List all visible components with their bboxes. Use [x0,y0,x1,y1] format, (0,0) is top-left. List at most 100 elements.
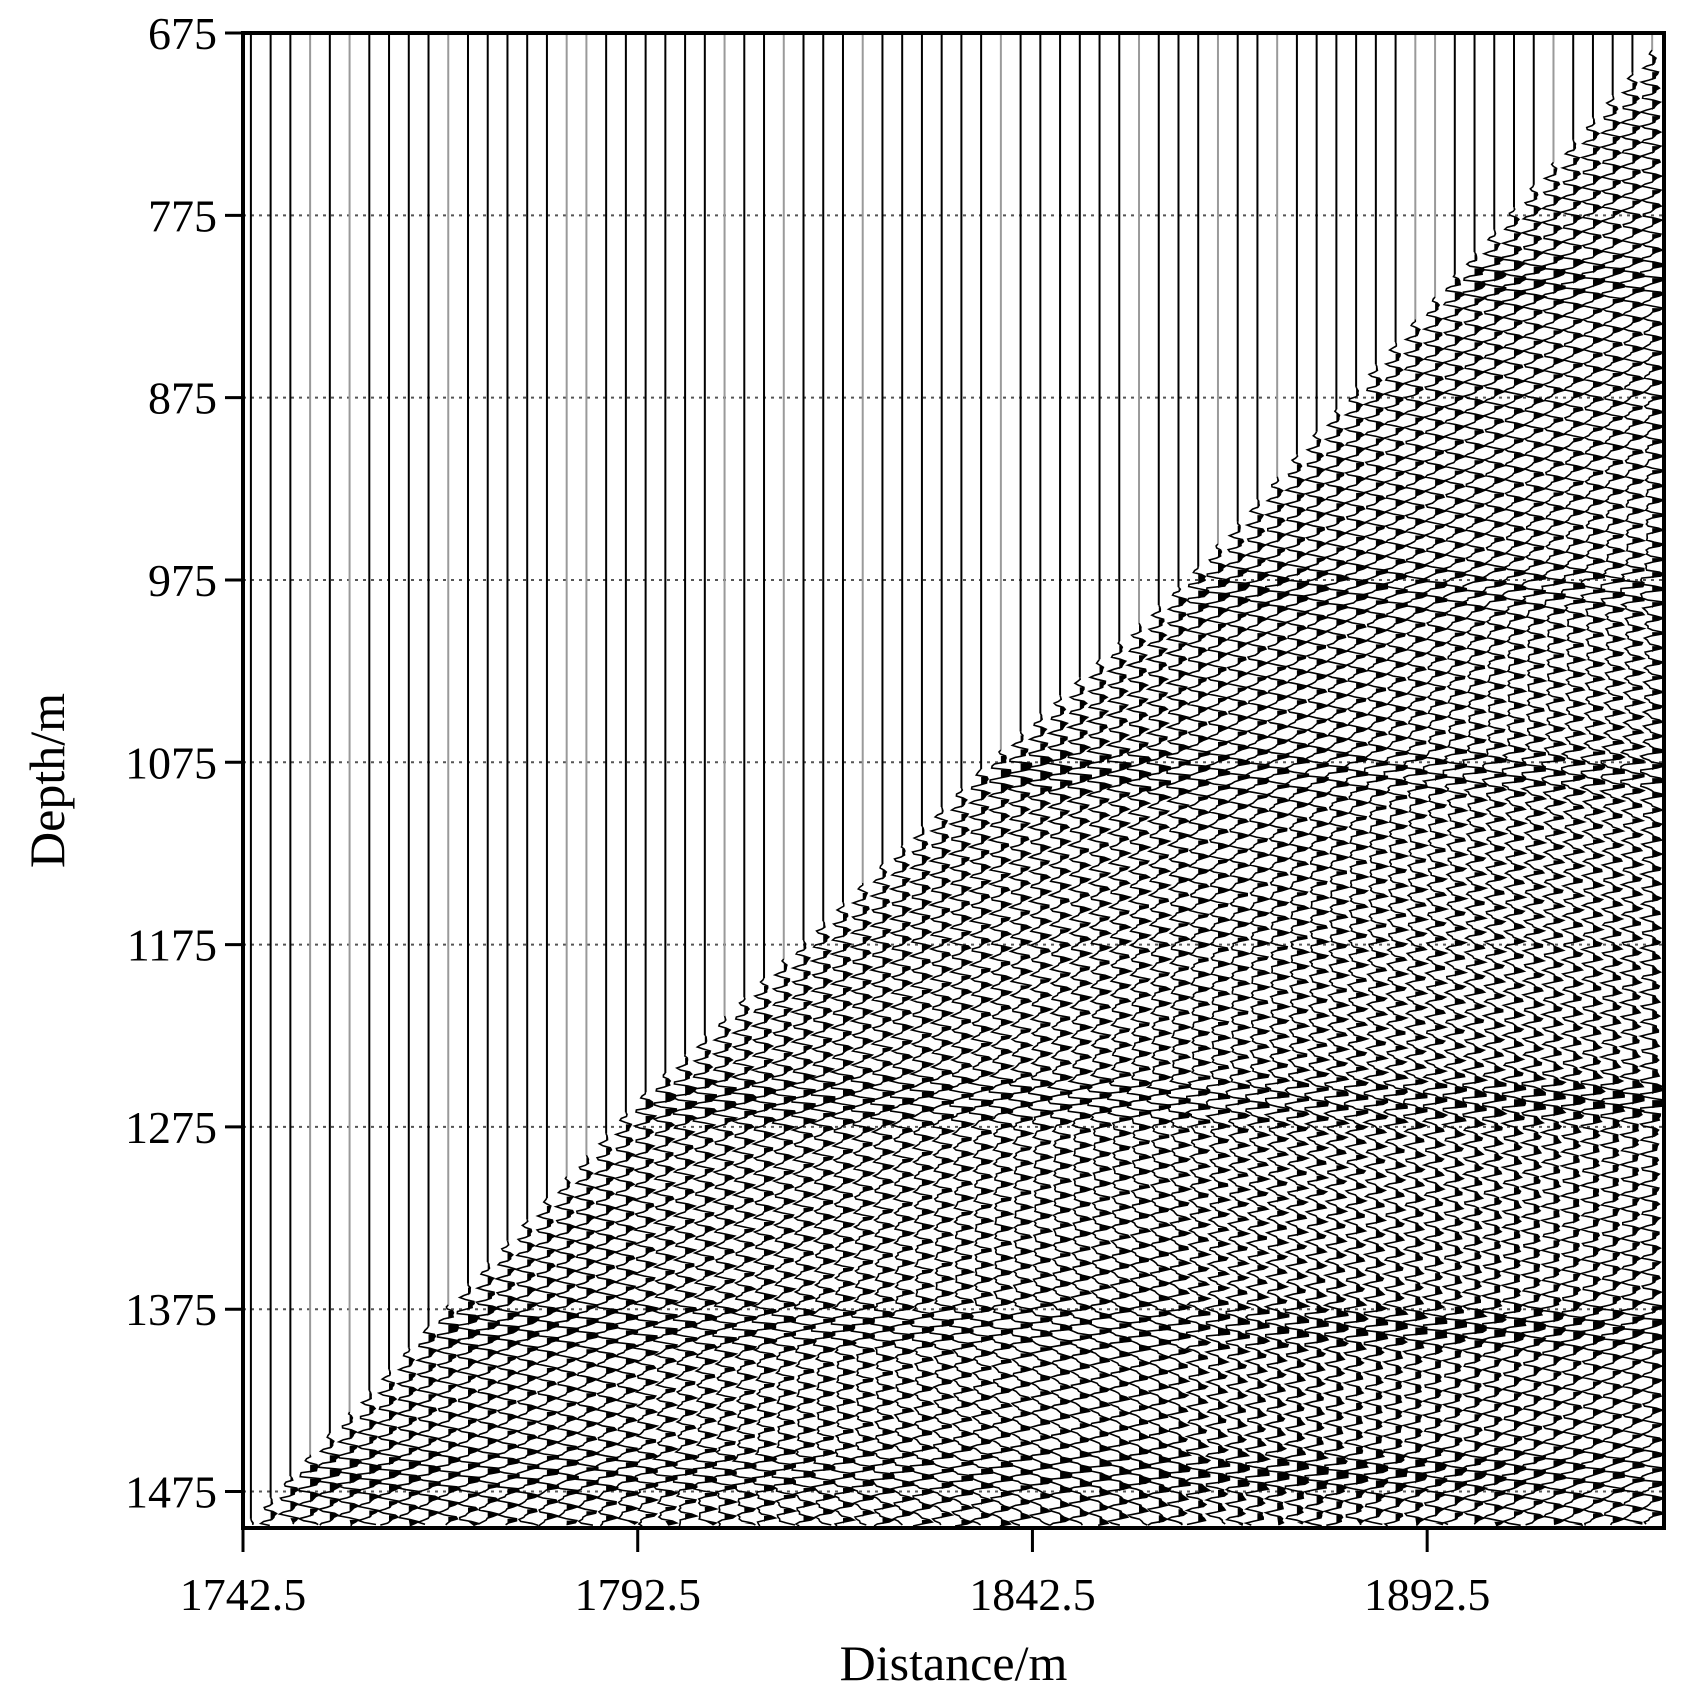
trace-54-lobe [1316,1131,1328,1138]
trace-35-lobe [941,1085,954,1091]
trace-14-wiggle [513,1219,541,1527]
trace-53-lobe [1296,684,1308,691]
trace-32-lobe [882,1150,894,1156]
trace-71-lobe [1652,366,1663,373]
trace-48-lobe [1198,1382,1208,1391]
trace-70-lobe [1632,406,1642,413]
trace-55-lobe [1336,989,1347,994]
trace-37-lobe [981,1381,993,1387]
trace-35-lobe [941,1217,953,1223]
trace-17-lobe [586,1259,596,1270]
trace-25-lobe [744,1507,755,1513]
trace-8-lobe [408,1349,410,1352]
trace-63-lobe [1494,521,1505,528]
trace-41-lobe [1060,721,1068,732]
trace-58-lobe [1395,1382,1402,1390]
trace-27-lobe [783,1111,796,1119]
trace-58-lobe [1395,344,1397,348]
trace-51-lobe [1257,1337,1269,1346]
trace-57-lobe [1375,952,1387,959]
trace-65-lobe [1533,1382,1542,1391]
trace-63-lobe [1494,699,1506,706]
trace-59-lobe [1415,859,1426,864]
trace-70-lobe [1632,200,1642,209]
trace-0-lobe [250,1520,254,1525]
trace-57-lobe [1375,526,1385,535]
trace-68-lobe [1593,353,1602,360]
trace-69-lobe [1612,519,1625,525]
trace-32-lobe [882,1430,894,1436]
trace-52-lobe [1277,504,1284,513]
trace-36-lobe [961,1240,973,1246]
trace-6-lobe [369,1436,377,1445]
trace-65-lobe [1533,456,1545,463]
trace-71-lobe [1652,1188,1659,1197]
y-tick-label-7: 1375 [125,1284,217,1335]
trace-45-lobe [1139,979,1150,984]
trace-33-lobe [902,1099,914,1105]
trace-38-lobe [1000,1418,1012,1424]
trace-37-lobe [981,807,989,815]
trace-46-lobe [1158,1119,1171,1126]
trace-41-lobe [1060,1253,1070,1258]
trace-63-lobe [1494,1167,1502,1176]
trace-59-lobe [1415,1151,1425,1160]
trace-62-lobe [1474,856,1485,863]
trace-63-lobe [1494,345,1503,354]
trace-31-lobe [862,1379,873,1383]
trace-65-lobe [1533,1190,1541,1199]
trace-68-lobe [1593,1175,1599,1184]
trace-50-lobe [1237,1187,1249,1194]
trace-46-lobe [1158,1031,1171,1038]
trace-54-lobe [1316,1043,1327,1048]
trace-53-lobe [1296,1344,1308,1355]
trace-67-lobe [1573,701,1585,708]
trace-15-lobe [546,1278,556,1288]
trace-34-lobe [921,828,924,836]
trace-70-lobe [1632,154,1641,165]
trace-46-lobe [1158,869,1170,876]
trace-46-lobe [1158,957,1171,964]
trace-47-lobe [1178,1377,1189,1386]
trace-50-lobe [1237,1201,1248,1208]
trace-62-lobe [1474,1178,1482,1187]
trace-62-lobe [1474,298,1486,307]
trace-58-lobe [1395,1220,1404,1228]
trace-58-lobe [1395,810,1407,816]
trace-62-lobe [1474,1502,1483,1511]
trace-31-lobe [862,1083,875,1091]
x-axis-title: Distance/m [840,1635,1068,1691]
trace-46-lobe [1158,765,1171,776]
trace-40-lobe [1040,1521,1050,1526]
trace-35-lobe [941,835,949,843]
trace-52-lobe [1277,694,1288,701]
trace-53-lobe [1296,1142,1308,1149]
trace-47-lobe [1178,1157,1190,1164]
trace-45-lobe [1139,639,1145,650]
trace-20-lobe [645,1204,654,1212]
trace-69-lobe [1612,871,1623,879]
trace-64-lobe [1514,409,1524,416]
trace-20-lobe [645,1174,654,1182]
trace-20-lobe [645,1350,657,1356]
trace-20-lobe [645,1440,656,1446]
trace-57-lobe [1375,1114,1388,1121]
trace-11-lobe [468,1389,477,1398]
trace-53-lobe [1296,1330,1309,1339]
trace-21-lobe [665,1137,674,1147]
trace-51-lobe [1257,1251,1268,1258]
trace-26-lobe [764,986,768,994]
trace-44-lobe [1119,733,1129,744]
trace-71-lobe [1652,1350,1663,1359]
trace-40-lobe [1040,1507,1050,1514]
trace-53-lobe [1296,1448,1305,1457]
trace-34-lobe [921,1520,933,1524]
trace-21-lobe [665,1109,677,1117]
trace-37-lobe [981,1131,992,1137]
trace-63-lobe [1494,1181,1502,1192]
trace-59-lobe [1415,1489,1427,1498]
trace-42-lobe [1079,907,1091,914]
trace-34-lobe [921,886,930,894]
trace-67-lobe [1573,553,1585,560]
trace-70-lobe [1632,126,1640,135]
